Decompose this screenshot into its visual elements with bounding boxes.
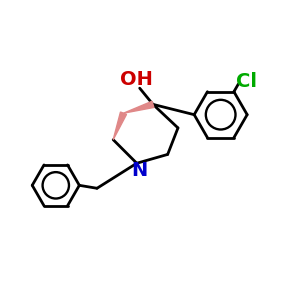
Polygon shape [124,101,154,113]
Text: OH: OH [120,70,153,89]
Text: Cl: Cl [236,72,257,91]
Text: N: N [132,161,148,180]
Polygon shape [113,112,127,140]
